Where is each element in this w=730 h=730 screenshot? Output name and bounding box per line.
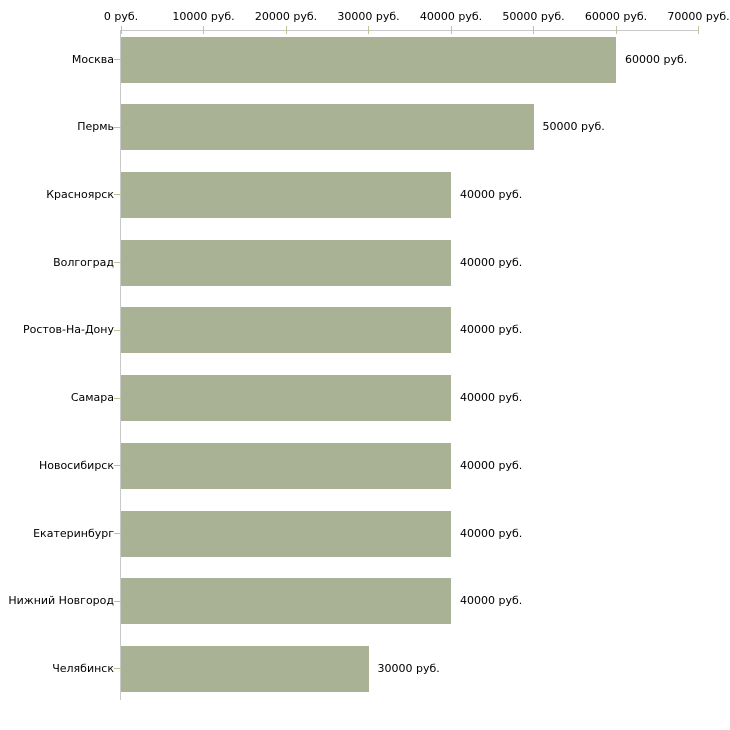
x-axis-tick <box>368 25 369 34</box>
x-axis-tick <box>615 25 617 34</box>
bar <box>121 510 451 557</box>
bar <box>121 239 451 286</box>
category-label: Красноярск <box>46 187 114 201</box>
x-axis-tick-label: 40000 руб. <box>419 10 483 23</box>
x-axis-tick-label: 0 руб. <box>103 10 139 23</box>
value-label: 60000 руб. <box>625 52 688 66</box>
bar <box>121 36 616 83</box>
x-axis-tick <box>285 25 287 34</box>
value-label: 30000 руб. <box>377 661 440 675</box>
x-axis-tick <box>203 25 204 34</box>
category-label: Екатеринбург <box>33 526 114 540</box>
category-label: Ростов-На-Дону <box>22 323 114 337</box>
bar <box>121 171 451 218</box>
x-axis-tick <box>533 25 534 34</box>
category-label: Нижний Новгород <box>8 594 114 608</box>
category-label: Челябинск <box>52 661 114 675</box>
x-axis-tick-label: 50000 руб. <box>502 10 565 23</box>
category-tick <box>114 194 122 196</box>
value-label: 40000 руб. <box>460 323 523 337</box>
value-label: 40000 руб. <box>460 255 523 269</box>
x-axis-tick-label: 60000 руб. <box>584 10 648 23</box>
bar <box>121 104 534 151</box>
x-axis-tick <box>450 25 452 34</box>
bar <box>121 645 369 692</box>
value-label: 40000 руб. <box>460 458 523 472</box>
category-label: Новосибирск <box>38 458 114 472</box>
x-axis-tick-label: 70000 руб. <box>667 10 730 23</box>
category-label: Пермь <box>77 120 114 134</box>
category-tick <box>114 329 122 331</box>
category-tick <box>114 397 122 399</box>
category-tick <box>114 600 122 602</box>
category-label: Волгоград <box>53 255 114 269</box>
value-label: 40000 руб. <box>460 594 523 608</box>
value-label: 50000 руб. <box>542 120 605 134</box>
x-axis-tick-label: 30000 руб. <box>337 10 400 23</box>
category-tick <box>114 465 122 467</box>
category-tick <box>114 262 122 264</box>
category-label: Москва <box>71 52 114 66</box>
bar <box>121 578 451 625</box>
value-label: 40000 руб. <box>460 526 523 540</box>
x-axis-tick <box>698 25 699 34</box>
category-tick <box>114 533 122 535</box>
category-label: Самара <box>70 391 114 405</box>
x-axis-tick-label: 10000 руб. <box>172 10 235 23</box>
category-tick <box>114 668 122 670</box>
x-axis-line <box>120 29 699 31</box>
value-label: 40000 руб. <box>460 391 523 405</box>
bar <box>121 375 451 422</box>
category-tick <box>114 126 122 128</box>
bar <box>121 307 451 354</box>
bar <box>121 442 451 489</box>
value-label: 40000 руб. <box>460 187 523 201</box>
y-axis-line <box>120 29 121 700</box>
x-axis-tick-label: 20000 руб. <box>254 10 318 23</box>
category-tick <box>114 59 122 60</box>
x-axis-tick <box>120 25 122 34</box>
